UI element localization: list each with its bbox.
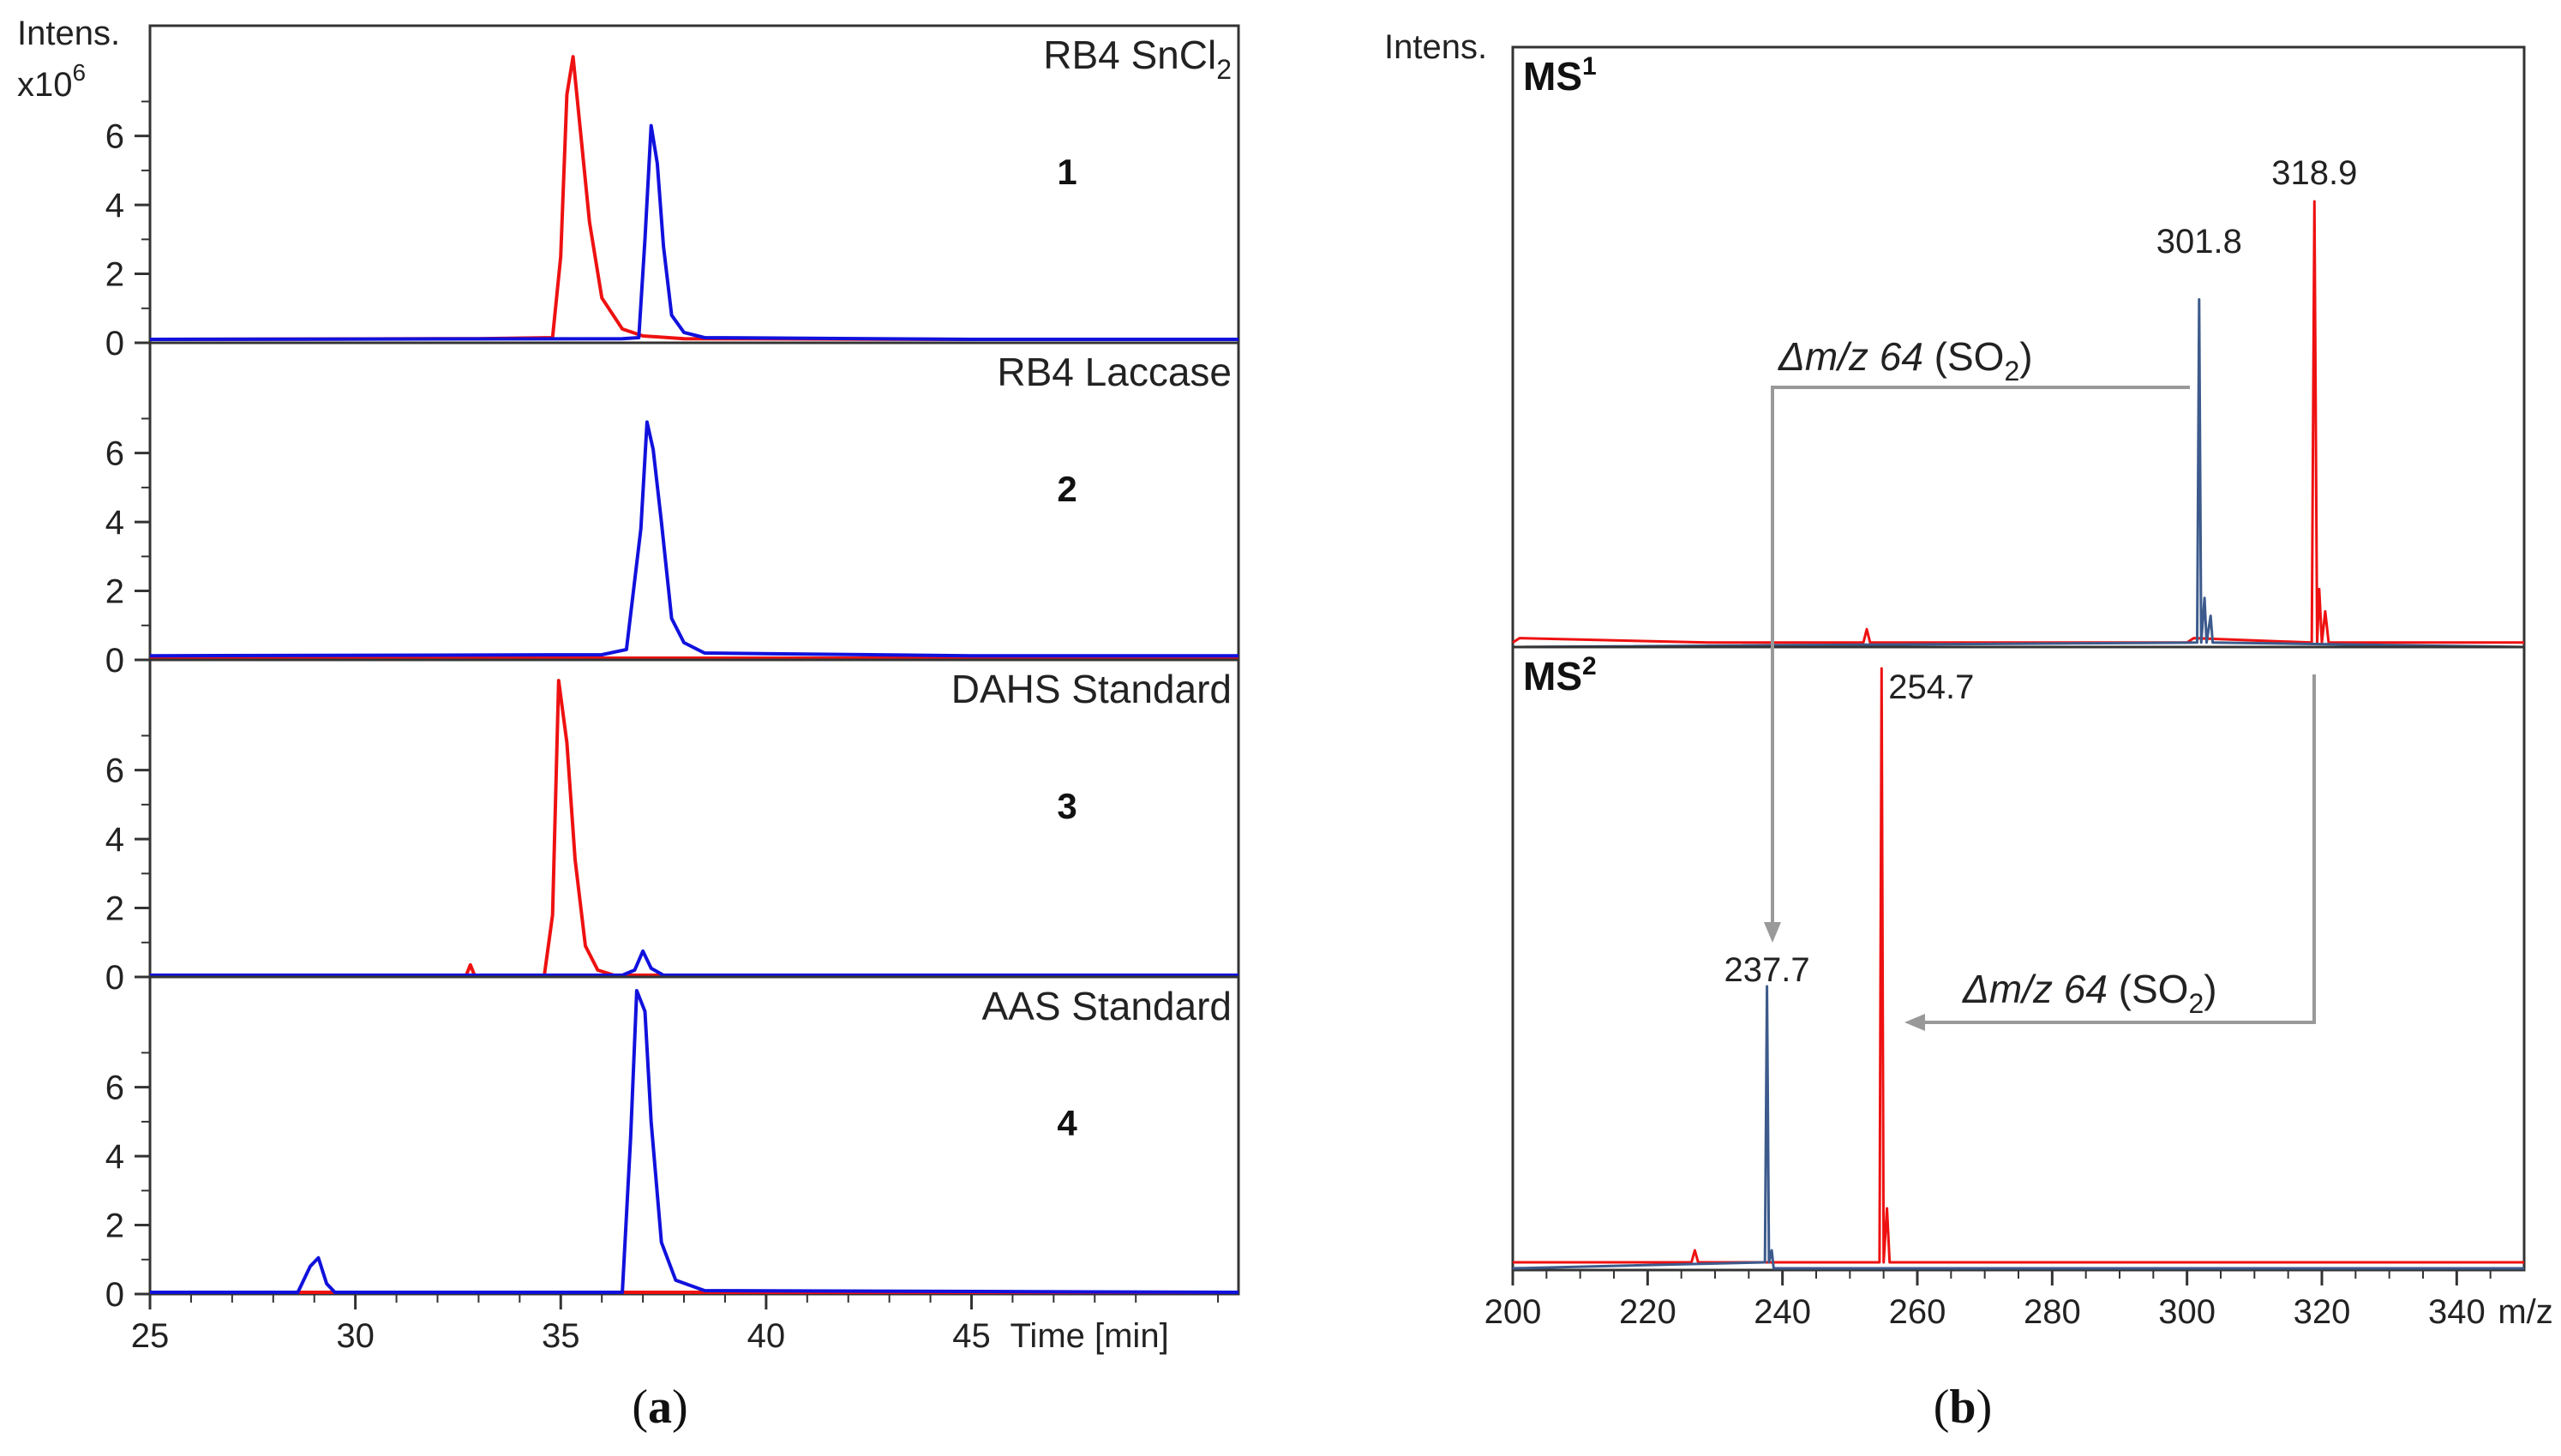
chart-b-frame <box>1511 45 2526 1272</box>
chart-a-x-tick-label: 35 <box>542 1317 580 1355</box>
chart-a-series-blue <box>150 989 1239 1294</box>
chart-b-series-blue <box>1512 297 2525 649</box>
chart-a-series-red <box>149 55 1239 341</box>
chart-a-y-axis-label: Intens. <box>17 15 120 52</box>
chart-b-x-tick-label: 300 <box>2158 1293 2216 1331</box>
chart-b-ms-label: MS1 <box>1523 52 1597 99</box>
chart-a-series-blue <box>149 420 1239 658</box>
caption-b: (b) <box>1934 1381 1992 1434</box>
chart-a-x-tick-label: 25 <box>131 1317 170 1355</box>
chart-a-panel-number: 3 <box>1057 786 1077 826</box>
chart-b-peak-label: 237.7 <box>1724 951 1810 989</box>
chart-a-panel-title: RB4 Laccase <box>997 350 1232 394</box>
chart-b-peak-label: 301.8 <box>2156 223 2242 261</box>
chart-a-y-tick-label: 0 <box>105 325 124 363</box>
chart-b-peak-label: 318.9 <box>2271 154 2357 192</box>
chart-a-panel-number: 2 <box>1057 469 1077 509</box>
chart-a-x-axis-label: Time [min] <box>1010 1317 1168 1355</box>
chart-a-y-tick-label: 4 <box>105 504 124 542</box>
chart-a-y-tick-label: 2 <box>105 1207 124 1245</box>
chart-b-x-tick-label: 320 <box>2294 1293 2351 1331</box>
chart-a-y-tick-label: 0 <box>105 642 124 680</box>
chart-a-y-tick-label: 6 <box>105 435 124 473</box>
chart-a-y-tick-label: 4 <box>105 187 124 225</box>
chart-b-x-tick-label: 340 <box>2428 1293 2486 1331</box>
chart-b-x-tick-label: 200 <box>1484 1293 1542 1331</box>
chart-b-peak-label: 254.7 <box>1888 668 1974 706</box>
chart-a-x-tick-label: 30 <box>336 1317 375 1355</box>
chart-a-panel-title: RB4 SnCl2 <box>1043 33 1232 85</box>
chart-b-annotation-text: Δm/z 64 (SO2) <box>1778 334 2033 386</box>
chart-b-y-axis-label: Intens. <box>1384 28 1487 66</box>
chart-b-x-tick-label: 260 <box>1889 1293 1946 1331</box>
chart-a-y-tick-label: 0 <box>105 1276 124 1314</box>
chart-b-series-red <box>1512 200 2524 644</box>
chart-a-panel-2: 0 2 4 6 RB4 Laccase 2 <box>105 341 1240 680</box>
chart-b-series-red <box>1513 667 2524 1264</box>
chart-b-x-axis-label: m/z <box>2498 1293 2552 1331</box>
chart-a-y-tick-label: 2 <box>105 573 124 611</box>
chart-b-panel-ms1: MS1 301.8 318.9 <box>1512 52 2525 649</box>
chart-a-y-tick-label: 2 <box>105 256 124 294</box>
chart-a-y-tick-label: 4 <box>105 1138 124 1176</box>
chart-b-x-tick-label: 240 <box>1754 1293 1811 1331</box>
chart-a-y-tick-label: 2 <box>105 890 124 928</box>
chart-b-x-tick-label: 220 <box>1619 1293 1676 1331</box>
chart-a-panel-title: AAS Standard <box>981 984 1232 1028</box>
chart-b-arrow-line <box>1923 674 2316 1024</box>
chart-a-series-blue <box>149 123 1239 341</box>
chart-a-y-tick-label: 6 <box>105 752 124 790</box>
chart-a-chromatograms: Intens. x106 0 2 4 6 RB4 SnCl2 1 0 2 4 6 RB4 Laccase… <box>17 15 1240 1434</box>
caption-a: (a) <box>632 1381 687 1434</box>
chart-a-y-multiplier: x106 <box>17 59 86 104</box>
chart-b-annotation-arrow-2 <box>1904 674 2316 1031</box>
chart-b-arrowhead <box>1904 1014 1925 1031</box>
chart-a-y-tick-label: 6 <box>105 118 124 156</box>
chart-a-panel-number: 4 <box>1057 1103 1077 1143</box>
chart-a-panel-3: 0 2 4 6 DAHS Standard 3 <box>105 658 1240 997</box>
chart-b-ms-label: MS2 <box>1523 652 1597 698</box>
chart-b-x-tick-label: 280 <box>2024 1293 2081 1331</box>
chart-b-annotation-arrow-1 <box>1764 386 2190 943</box>
chart-a-x-tick-label: 40 <box>747 1317 786 1355</box>
chart-a-panel-title: DAHS Standard <box>951 667 1232 711</box>
chart-b-series-blue <box>1512 985 2524 1270</box>
chart-a-x-tick-label: 45 <box>952 1317 991 1355</box>
chart-a-panel-1: 0 2 4 6 RB4 SnCl2 1 <box>105 24 1240 363</box>
chart-a-y-tick-label: 6 <box>105 1070 124 1107</box>
chart-b-mass-spectra: Intens. MS1 301.8 318.9 MS2 254.7 237.7 Δm/z 64… <box>1384 28 2553 1434</box>
chart-a-series-blue <box>150 949 1239 977</box>
chart-b-panel-ms2: MS2 254.7 237.7 <box>1512 645 2524 1270</box>
chart-a-panel-4: 0 2 4 6 AAS Standard 4 <box>105 975 1240 1314</box>
chart-a-y-tick-label: 0 <box>105 959 124 997</box>
chart-b-annotation-text: Δm/z 64 (SO2) <box>1962 967 2217 1019</box>
chart-a-panel-number: 1 <box>1057 152 1077 192</box>
chart-a-series-red <box>150 679 1239 977</box>
chart-a-y-tick-label: 4 <box>105 821 124 859</box>
chart-b-arrowhead <box>1764 922 1781 943</box>
chart-b-arrow-line <box>1771 386 2190 924</box>
